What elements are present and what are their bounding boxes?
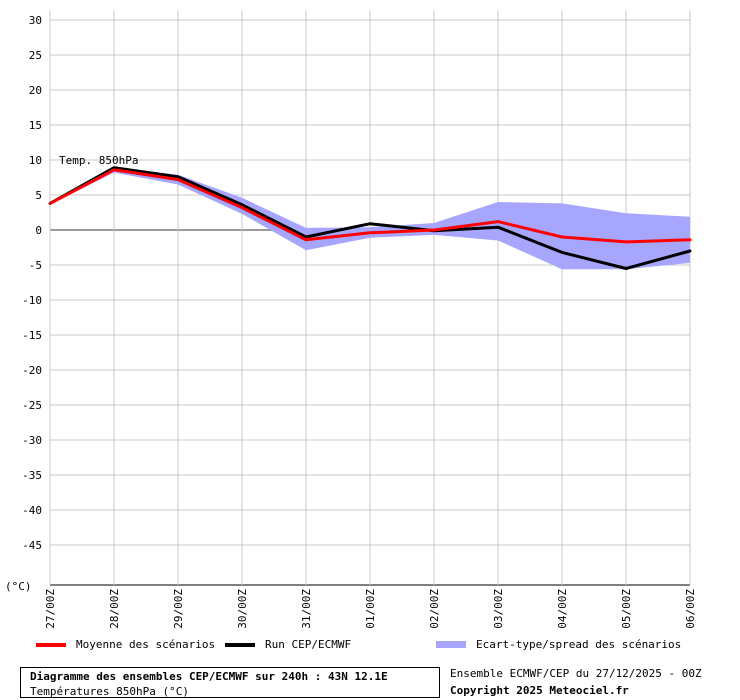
x-tick-label: 04/00Z [556,589,569,629]
legend-swatch-spread [436,641,466,648]
legend-item-spread: Ecart-type/spread des scénarios [436,638,681,651]
y-tick-label: -10 [22,294,42,307]
run-line [48,166,692,270]
y-tick-label: 25 [29,49,42,62]
y-tick-label: -45 [22,539,42,552]
y-unit-label: (°C) [5,580,32,593]
run-info: Ensemble ECMWF/CEP du 27/12/2025 - 00Z [450,667,702,680]
title-box: Diagramme des ensembles CEP/ECMWF sur 24… [20,667,440,698]
y-tick-label: -20 [22,364,42,377]
x-tick-label: 03/00Z [492,589,505,629]
series-lines [48,166,692,270]
y-tick-label: 0 [35,224,42,237]
y-tick-label: 10 [29,154,42,167]
chart-title: Diagramme des ensembles CEP/ECMWF sur 24… [30,670,388,683]
x-tick-label: 30/00Z [236,589,249,629]
chart-subtitle: Températures 850hPa (°C) [30,685,189,698]
x-tick-label: 06/00Z [684,589,697,629]
y-tick-label: 5 [35,189,42,202]
chart-annotation: Temp. 850hPa [59,154,138,167]
y-tick-label: -15 [22,329,42,342]
legend-item-mean: Moyenne des scénarios [36,638,215,651]
x-tick-label: 27/00Z [44,589,57,629]
y-tick-label: 15 [29,119,42,132]
copyright: Copyright 2025 Meteociel.fr [450,684,629,697]
y-tick-label: -30 [22,434,42,447]
y-tick-label: -5 [29,259,42,272]
y-tick-label: 30 [29,14,42,27]
legend-swatch-run [225,642,255,647]
chart-canvas: 30 25 20 15 10 5 0 -5 -10 -15 -20 -25 -30 -35 -40 -45 2… [5,10,697,629]
y-tick-label: -25 [22,399,42,412]
x-tick-labels: 27/00Z 28/00Z 29/00Z 30/00Z 31/00Z 01/00Z 02/0… [44,589,697,629]
y-tick-label: 20 [29,84,42,97]
y-tick-labels: 30 25 20 15 10 5 0 -5 -10 -15 -20 -25 -30 -35 -40 -45 [22,14,42,552]
x-tick-label: 05/00Z [620,589,633,629]
legend-swatch-mean [36,642,66,647]
legend-label-run: Run CEP/ECMWF [265,638,352,651]
legend-label-mean: Moyenne des scénarios [76,638,216,651]
legend-item-run: Run CEP/ECMWF [225,638,351,651]
x-tick-label: 01/00Z [364,589,377,629]
x-tick-label: 31/00Z [300,589,313,629]
x-tick-label: 02/00Z [428,589,441,629]
mean-line [48,168,692,244]
legend-label-spread: Ecart-type/spread des scénarios [476,638,682,651]
y-tick-label: -40 [22,504,42,517]
vertical-gridlines [49,10,691,585]
x-tick-label: 28/00Z [108,589,121,629]
y-tick-label: -35 [22,469,42,482]
x-tick-label: 29/00Z [172,589,185,629]
